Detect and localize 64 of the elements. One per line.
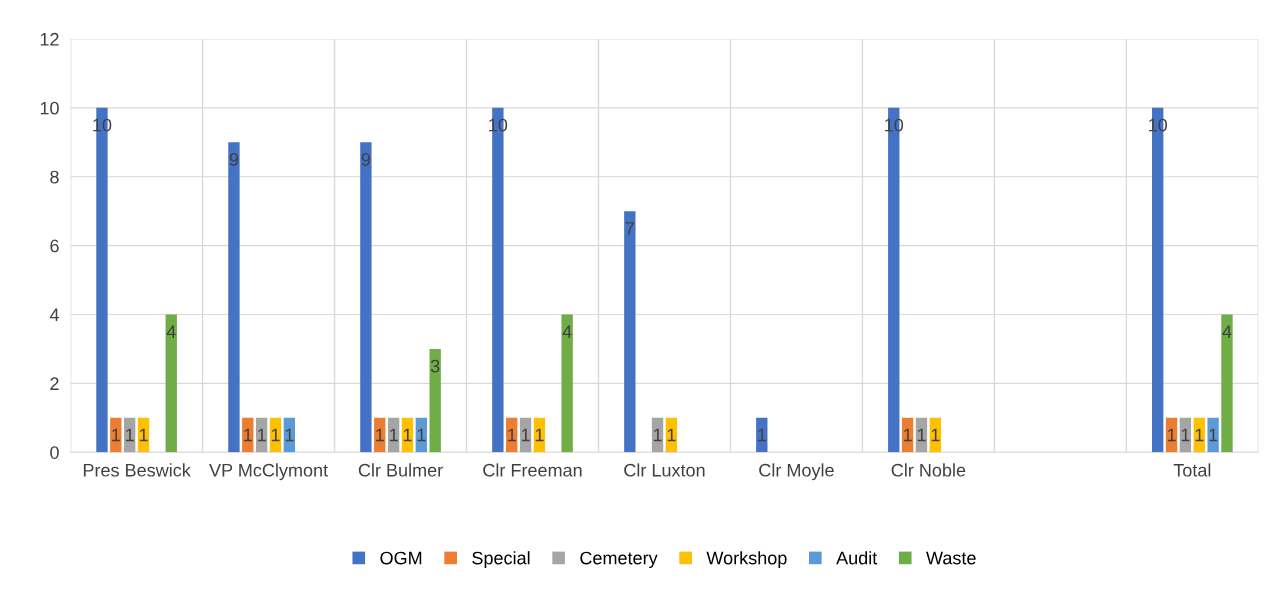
bar [929,417,942,453]
data-label: 4 [562,325,572,338]
data-label: 1 [653,428,662,442]
legend-label: Special [472,551,530,568]
data-label: 4 [166,325,176,338]
data-label: 1 [758,428,766,442]
data-label: 1 [244,428,252,442]
data-label: 9 [361,153,371,166]
y-tick-label: 12 [40,32,59,46]
data-label: 1 [521,428,530,442]
bar [1207,417,1219,453]
bar [283,417,296,453]
y-tick-label: 6 [50,239,59,253]
data-label: 1 [285,428,294,442]
y-tick-label: 10 [40,101,59,115]
legend-label: Workshop [706,551,787,568]
bar [1193,417,1205,453]
data-label: 1 [917,428,926,442]
x-tick-label: Clr Luxton [624,463,705,477]
data-label: 1 [931,428,940,442]
legend-label: OGM [380,551,422,565]
data-label: 4 [1222,325,1232,338]
data-label: 1 [1181,428,1190,442]
data-label: 1 [417,428,426,442]
x-tick-label: Clr Moyle [759,463,834,481]
data-label: 1 [903,428,912,442]
data-label: 1 [667,428,676,442]
data-label: 1 [508,428,516,442]
y-tick-label: 8 [50,170,59,184]
bar [360,142,372,453]
data-label: 3 [430,359,440,373]
data-label: 1 [389,428,398,442]
y-tick-label: 2 [50,377,59,390]
data-label: 1 [271,428,280,442]
data-label: 1 [112,428,120,442]
x-tick-label: Pres Beswick [83,463,191,477]
x-tick-label: Clr Noble [891,463,966,477]
x-tick-label: VP McClymont [209,463,328,481]
legend-label: Cemetery [580,551,658,568]
y-tick-label: 0 [50,446,59,459]
y-tick-label: 4 [49,308,59,322]
data-label: 1 [1209,428,1218,442]
data-label: 1 [258,428,266,442]
data-label: 7 [625,222,634,235]
bar [415,417,427,453]
legend-label: Audit [836,551,878,565]
x-tick-label: Total [1173,463,1211,477]
data-label: 1 [126,428,134,442]
bar [429,348,441,453]
bar [165,314,177,453]
data-label: 1 [139,428,148,442]
bar [561,314,573,453]
bar [624,211,636,453]
data-label: 1 [535,428,544,442]
bar [228,142,240,453]
bar [1221,314,1233,453]
data-label: 1 [403,428,412,442]
data-label: 1 [1195,428,1204,442]
x-tick-label: Clr Bulmer [358,463,443,477]
data-label: 1 [1167,428,1176,442]
x-tick-label: Clr Freeman [483,463,582,477]
data-label: 9 [229,153,239,166]
legend-label: Waste [926,551,976,565]
data-label: 1 [376,428,384,442]
